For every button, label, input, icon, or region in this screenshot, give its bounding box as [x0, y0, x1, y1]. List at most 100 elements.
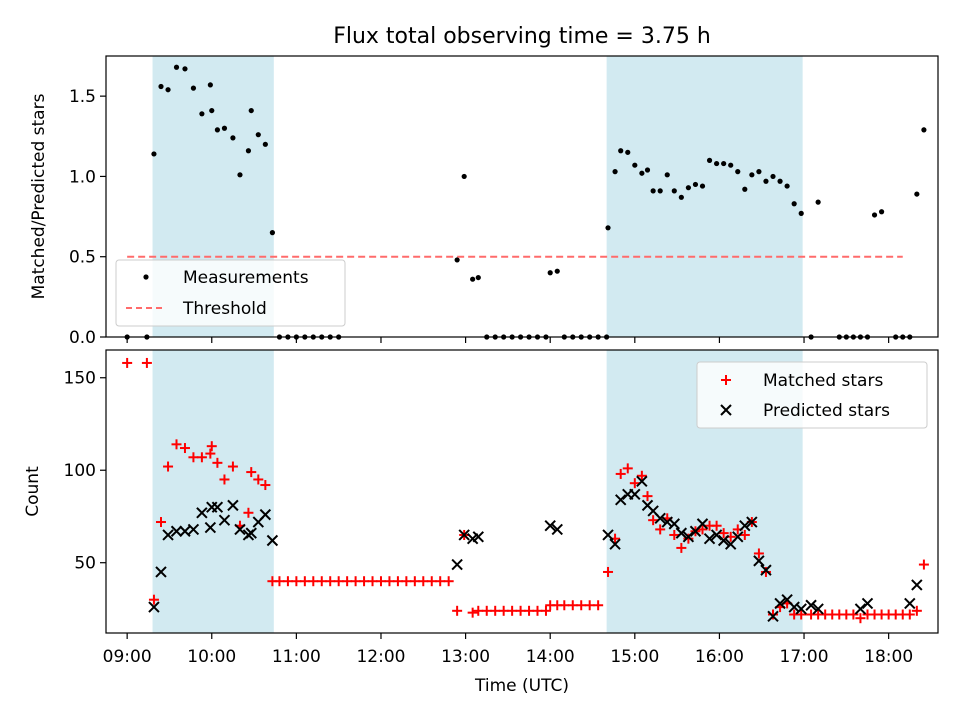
matched-stars-point — [629, 478, 640, 489]
measurement-point — [664, 172, 670, 178]
x-axis-label: Time (UTC) — [474, 676, 569, 696]
matched-stars-point — [676, 542, 687, 553]
y-tick-label: 1.0 — [69, 167, 96, 187]
matched-stars-point — [435, 576, 446, 587]
matched-stars-point — [642, 491, 653, 502]
x-tick-label: 11:00 — [272, 647, 321, 667]
matched-stars-point — [205, 448, 216, 459]
predicted-stars-point — [746, 516, 758, 528]
matched-stars-point — [325, 576, 336, 587]
x-tick-label: 10:00 — [187, 647, 236, 667]
predicted-stars-point — [602, 529, 614, 541]
x-tick-label: 15:00 — [610, 647, 659, 667]
measurement-point — [262, 141, 268, 147]
measurement-point — [735, 169, 741, 175]
predicted-stars-point — [904, 597, 916, 610]
matched-stars-point — [655, 524, 666, 535]
top-observing-windows — [152, 56, 803, 337]
measurement-point — [248, 107, 254, 114]
matched-stars-point — [206, 441, 217, 452]
predicted-stars-point — [629, 488, 641, 500]
predicted-stars-point — [753, 555, 765, 567]
chart-title: Flux total observing time = 3.75 h — [333, 24, 711, 49]
measurement-point — [878, 209, 885, 215]
predicted-stars-point — [703, 532, 716, 545]
matched-stars-point — [212, 457, 223, 468]
top-y-axis: 0.0 0.5 1.0 1.5 — [69, 87, 106, 348]
matched-stars-point — [559, 600, 570, 611]
top-axes-frame — [105, 55, 939, 338]
matched-stars-point — [274, 576, 285, 587]
matched-stars-point — [384, 576, 395, 587]
x-tick-label: 09:00 — [103, 647, 152, 667]
matched-stars-point — [683, 533, 694, 544]
measurement-point — [657, 188, 663, 194]
top-legend-frame — [115, 259, 346, 327]
measurement-point — [914, 191, 920, 197]
matched-stars-point — [584, 600, 595, 611]
matched-stars-point — [467, 607, 478, 618]
bottom-y-axis-label: Count — [23, 466, 43, 517]
bottom-panel: 50 100 150 09:00 10:00 11:00 12:00 13:00 14:00 1… — [23, 349, 939, 696]
matched-stars-point — [179, 443, 190, 454]
matched-stars-point — [711, 520, 722, 531]
measurement-point — [207, 82, 213, 88]
predicted-stars-point — [636, 475, 648, 488]
matched-stars-legend-marker — [721, 375, 731, 385]
measurement-point — [209, 107, 215, 114]
measurement-point — [791, 201, 797, 207]
measurement-point — [190, 85, 197, 91]
x-tick-label: 14:00 — [526, 647, 575, 667]
measurement-point — [165, 87, 171, 93]
predicted-stars-point — [234, 523, 246, 536]
predicted-stars-point — [732, 531, 744, 543]
y-tick-label: 150 — [64, 369, 96, 389]
matched-stars-point — [246, 467, 257, 478]
measurement-point — [728, 162, 734, 168]
measurement-point — [255, 132, 261, 138]
bottom-axes-frame — [105, 349, 939, 634]
matched-stars-point — [188, 452, 199, 463]
matched-stars-point — [648, 515, 659, 526]
measurement-point — [784, 183, 790, 189]
bottom-legend: Matched stars Predicted stars — [696, 361, 928, 429]
matched-stars-point — [911, 605, 922, 616]
measurement-point — [625, 149, 631, 155]
measurement-point — [699, 183, 706, 189]
predicted-stars-point — [675, 527, 688, 539]
measurement-point — [770, 173, 776, 180]
predicted-stars-point — [544, 520, 556, 532]
y-tick-label: 100 — [64, 461, 96, 481]
measurement-point — [470, 276, 476, 282]
predicted-stars-point — [472, 531, 484, 543]
measurements-legend-marker — [143, 274, 149, 280]
predicted-stars-point — [609, 538, 621, 550]
measurement-point — [199, 111, 205, 117]
measurement-point — [921, 127, 927, 133]
observing-window — [606, 56, 803, 337]
predicted-stars-point — [218, 514, 231, 526]
x-tick-label: 13:00 — [441, 647, 490, 667]
predicted-stars-point — [717, 534, 730, 547]
predicted-stars-point — [170, 525, 183, 537]
predicted-stars-point — [812, 603, 824, 615]
predicted-stars-point — [788, 601, 800, 613]
matched-stars-point — [532, 605, 543, 616]
predicted-stars-point — [148, 601, 160, 613]
predicted-stars-point — [682, 531, 695, 543]
measurement-point — [763, 178, 769, 184]
predicted-stars-point — [227, 499, 239, 512]
predicted-stars-point — [854, 603, 867, 615]
matched-stars-point — [855, 613, 866, 624]
matched-stars-point — [426, 576, 437, 587]
predicted-stars-point — [179, 525, 191, 537]
matched-stars-point — [227, 461, 238, 472]
measurement-point — [742, 186, 748, 192]
measurement-point — [214, 127, 221, 133]
matched-stars-point — [392, 576, 403, 587]
matched-stars-point — [593, 600, 604, 611]
matched-stars-point — [196, 452, 207, 463]
measurement-point — [454, 257, 460, 263]
measurement-point — [158, 83, 164, 90]
